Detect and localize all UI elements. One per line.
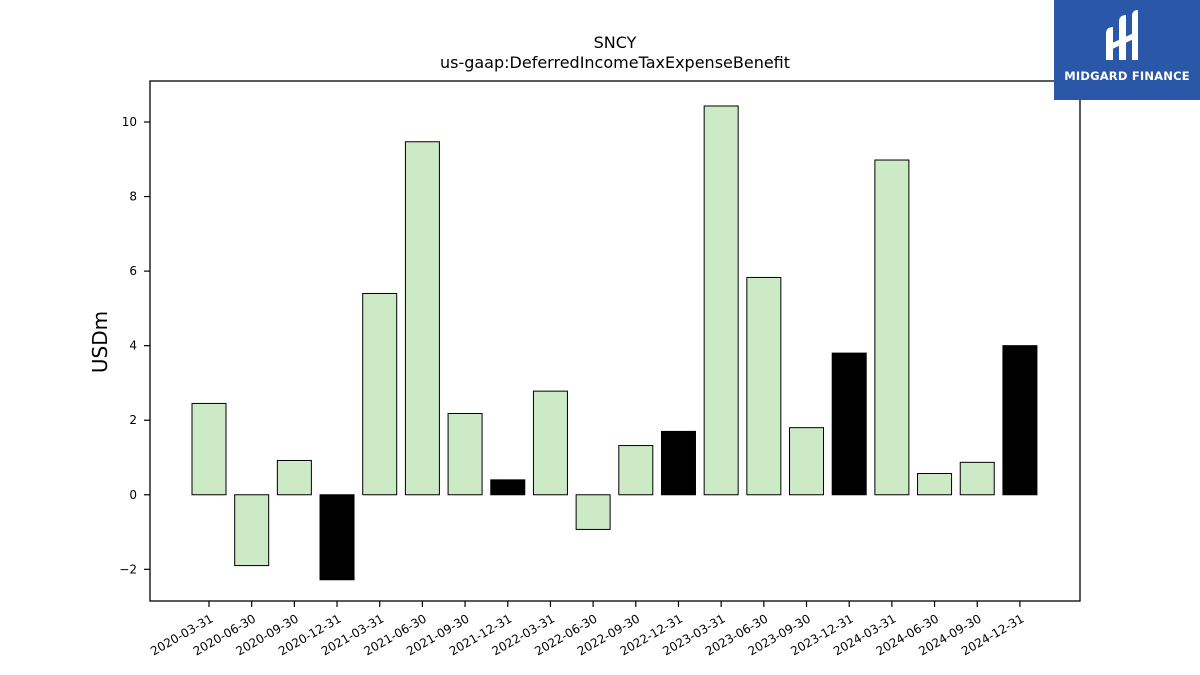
bar — [660, 430, 696, 496]
y-axis-label: USDm — [88, 311, 112, 373]
brand-logo: MIDGARD FINANCE — [1054, 0, 1200, 100]
plot-frame — [149, 80, 1081, 602]
bar — [789, 427, 825, 496]
bar — [831, 352, 867, 496]
y-tick-label: −2 — [119, 562, 137, 576]
bar — [618, 445, 654, 496]
y-tick-label: 0 — [129, 488, 137, 502]
chart-subtitle: us-gaap:DeferredIncomeTaxExpenseBenefit — [440, 53, 790, 72]
bar — [234, 494, 270, 567]
bar — [746, 276, 782, 496]
bar — [319, 494, 355, 581]
bar — [447, 413, 483, 496]
bar — [959, 461, 995, 496]
bar — [917, 473, 953, 496]
bar — [191, 402, 227, 496]
chart-title: SNCY — [594, 33, 637, 52]
y-tick-label: 8 — [129, 190, 137, 204]
brand-name: MIDGARD FINANCE — [1064, 69, 1190, 83]
bar — [1002, 345, 1038, 496]
bar — [532, 390, 568, 496]
bar — [490, 479, 526, 496]
logo-mark-icon — [1106, 10, 1138, 60]
bar — [276, 459, 312, 496]
bar — [703, 105, 739, 496]
y-tick-label: 6 — [129, 264, 137, 278]
bar — [575, 494, 611, 530]
y-tick-label: 10 — [122, 115, 137, 129]
bar — [874, 159, 910, 496]
plot-content: −202468102020-03-312020-06-302020-09-302… — [119, 105, 1038, 658]
bar — [404, 141, 440, 496]
bar — [362, 292, 398, 496]
y-tick-label: 4 — [129, 339, 137, 353]
y-tick-label: 2 — [129, 413, 137, 427]
